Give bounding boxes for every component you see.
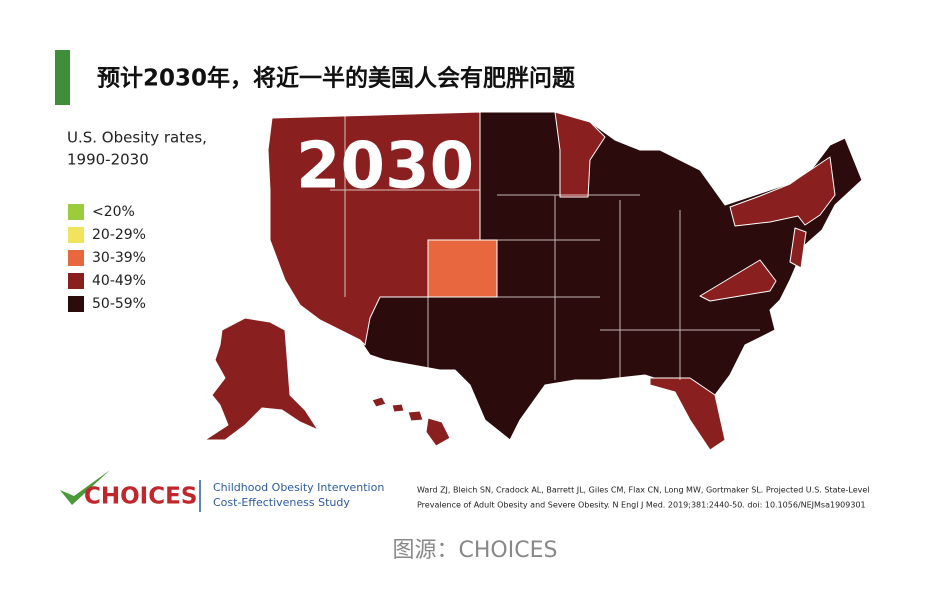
- state-borders: [330, 112, 760, 380]
- legend-label: 50-59%: [92, 296, 146, 312]
- tagline: Cost-Effectiveness Study: [213, 496, 350, 509]
- map-year: 2030: [296, 130, 474, 204]
- legend-title: U.S. Obesity rates,: [67, 129, 207, 147]
- logo: CHOICES: [84, 484, 197, 510]
- caption: 图源：CHOICES: [393, 538, 558, 563]
- region: [554, 111, 606, 198]
- region: [649, 377, 726, 451]
- region: [729, 156, 836, 227]
- region: [391, 403, 405, 413]
- legend-title: 1990-2030: [67, 151, 149, 169]
- legend-swatch: [68, 296, 84, 312]
- tagline: Childhood Obesity Intervention: [213, 481, 384, 494]
- legend-label: 30-39%: [92, 250, 146, 266]
- region: [699, 259, 777, 302]
- legend-swatch: [68, 204, 84, 220]
- title: 预计2030年，将近一半的美国人会有肥胖问题: [97, 65, 575, 92]
- map: 2030: [204, 111, 863, 451]
- region: [407, 410, 424, 422]
- region: [371, 396, 387, 408]
- legend-label: 40-49%: [92, 273, 146, 289]
- legend: U.S. Obesity rates, 1990-2030 <20% 20-29…: [67, 129, 207, 312]
- citation: Ward ZJ, Bleich SN, Cradock AL, Barrett …: [417, 486, 870, 495]
- region: [425, 417, 451, 447]
- legend-label: <20%: [92, 204, 135, 220]
- legend-swatch: [68, 250, 84, 266]
- legend-label: 20-29%: [92, 227, 146, 243]
- title-bar: [55, 50, 70, 105]
- region: [789, 227, 807, 269]
- logo-check: [60, 470, 110, 505]
- footer: CHOICES Childhood Obesity Intervention C…: [60, 470, 870, 512]
- region: [204, 317, 319, 441]
- legend-swatch: [68, 227, 84, 243]
- region: [427, 239, 498, 298]
- citation: Prevalence of Adult Obesity and Severe O…: [417, 501, 866, 510]
- legend-swatch: [68, 273, 84, 289]
